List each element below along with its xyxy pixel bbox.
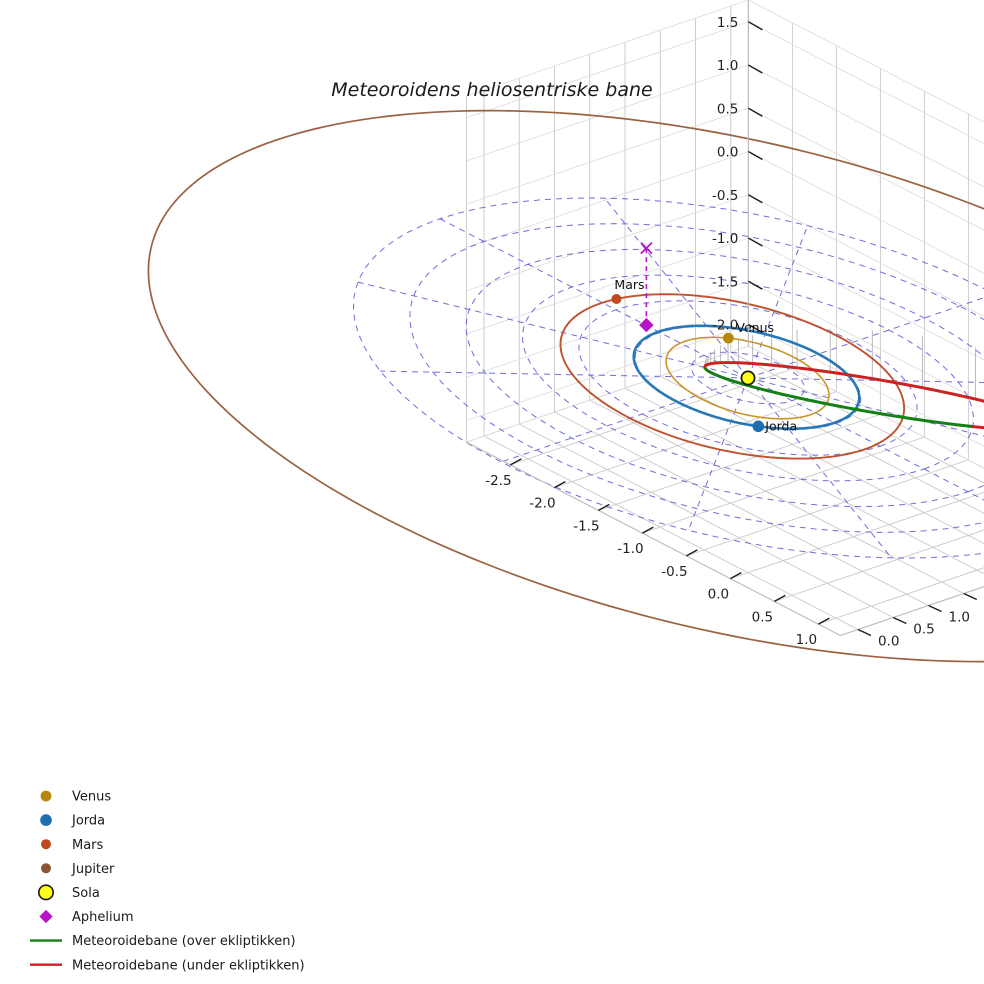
legend-marker-swatch (40, 790, 52, 802)
axis-spines (466, 0, 984, 637)
z-axis-tick-label: -0.5 (712, 188, 738, 204)
jupiter-orbit-path (147, 109, 984, 663)
legend-diamond-swatch (39, 909, 53, 924)
z-axis-tick-label: 0.5 (717, 101, 738, 117)
z-axis-tick-label: -1.0 (712, 231, 738, 247)
y-axis-tick-label: 0.5 (913, 622, 934, 638)
planet-markers: Venus Jorda Mars (611, 277, 797, 433)
x-axis-tick-label: -2.5 (485, 473, 511, 489)
axes-panes-grid (465, 0, 984, 636)
page-title: Meteoroidens heliosentriske bane (331, 79, 652, 101)
x-axis-tick-label: 0.0 (708, 587, 729, 603)
z-axis-tick-label: -1.5 (712, 274, 738, 290)
x-axis-tick-label: -1.0 (617, 541, 643, 557)
x-axis-tick-label: -2.0 (529, 496, 555, 512)
x-axis-tick-label: 1.0 (796, 632, 817, 648)
x-axis-tick-label: -0.5 (661, 564, 687, 580)
planet-label-venus: Venus (736, 320, 774, 335)
z-axis-tick-label: 1.0 (717, 58, 738, 74)
planet-label-jorda: Jorda (764, 418, 797, 433)
legend-item-label: Jupiter (71, 862, 115, 877)
z-axis-tick-label: 1.5 (717, 15, 738, 31)
legend-item-label: Jorda (71, 814, 105, 829)
legend-marker-swatch (40, 814, 52, 826)
legend-item[interactable]: Meteoroidebane (under ekliptikken) (30, 958, 305, 973)
planet-orbit-paths (559, 293, 906, 460)
legend-marker-swatch (41, 863, 51, 874)
x-axis-tick-label: -1.5 (573, 518, 599, 534)
ecliptic-polar-grid (352, 197, 984, 559)
z-axis-tick-label: -2.0 (712, 318, 738, 334)
legend-item-label: Meteoroidebane (under ekliptikken) (72, 958, 305, 973)
legend-item-label: Venus (72, 790, 111, 805)
axis-tick-labels: -2.5 -2.0 -1.5 -1.0 -0.5 0.0 0.5 1.0 0.0 0.5 1.0 1.… (485, 15, 984, 650)
meteoroid-orbit-path (703, 361, 984, 430)
legend-item-label: Mars (72, 838, 104, 853)
legend-item-label: Aphelium (72, 910, 134, 925)
legend-item[interactable]: Meteoroidebane (over ekliptikken) (30, 934, 296, 949)
legend-marker-swatch (37, 884, 54, 901)
legend-item-label: Sola (72, 886, 100, 901)
legend-item-label: Meteoroidebane (over ekliptikken) (72, 934, 296, 949)
sun-marker (740, 370, 756, 386)
aphelion-projection-x-marker (640, 241, 653, 255)
legend-item[interactable]: Aphelium (39, 909, 134, 925)
x-axis-tick-label: 0.5 (752, 609, 773, 625)
legend-marker-swatch (41, 839, 51, 850)
aphelion-marker-group (639, 241, 654, 333)
legend: Venus Jorda Mars Jupiter Sola Aphelium Meteoro… (30, 790, 305, 973)
legend-item[interactable]: Sola (37, 884, 100, 901)
planet-label-mars: Mars (614, 277, 644, 292)
y-axis-tick-label: 1.0 (949, 610, 970, 626)
aphelion-diamond-marker (639, 317, 654, 333)
legend-item[interactable]: Jorda (40, 814, 105, 829)
y-axis-tick-label: 0.0 (878, 634, 899, 650)
legend-item[interactable]: Mars (41, 838, 104, 853)
legend-item[interactable]: Venus (40, 790, 112, 805)
legend-item[interactable]: Jupiter (41, 862, 115, 877)
z-axis-tick-label: 0.0 (717, 145, 738, 161)
